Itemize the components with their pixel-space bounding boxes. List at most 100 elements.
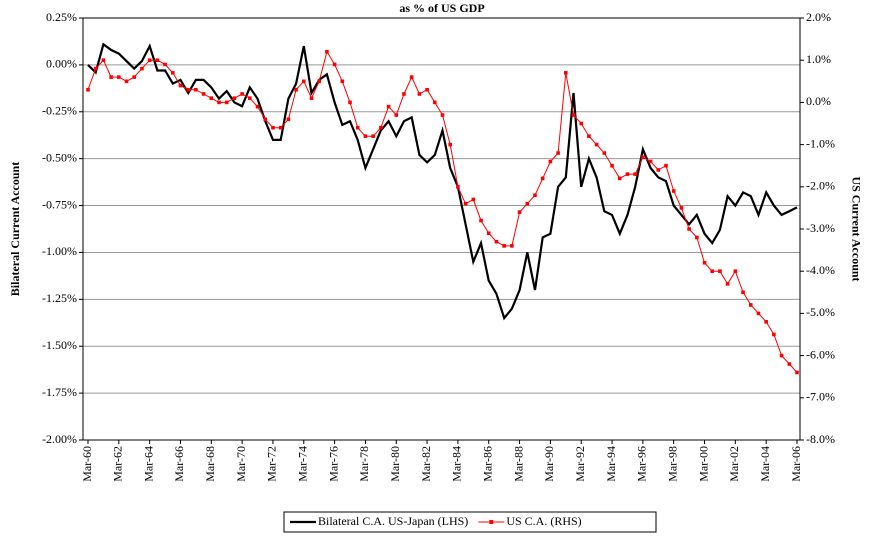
legend: Bilateral C.A. US-Japan (LHS) US C.A. (RH…	[283, 511, 657, 533]
series-marker	[209, 96, 214, 100]
y-tick-label: -0.75%	[42, 197, 77, 211]
series-marker	[278, 125, 283, 130]
series-marker	[610, 163, 614, 168]
x-tick-label: Mar-92	[573, 446, 587, 482]
series-line	[87, 50, 798, 373]
series-marker	[764, 320, 768, 324]
series-marker	[101, 58, 106, 62]
series-marker	[294, 87, 298, 92]
series-marker	[617, 176, 622, 181]
series-marker	[772, 332, 776, 337]
y2-tick-label: -5.0%	[806, 305, 835, 319]
series-marker	[224, 100, 229, 105]
series-marker	[301, 79, 306, 84]
series-marker	[594, 142, 599, 147]
y2-tick-label: 2.0%	[806, 10, 831, 24]
y-tick-label: -0.25%	[42, 104, 77, 118]
y-tick-label: -1.50%	[42, 338, 77, 352]
x-tick-label: Mar-68	[203, 446, 217, 482]
series-marker	[486, 231, 491, 236]
series-marker	[309, 96, 314, 100]
series-marker	[201, 92, 206, 96]
y2-tick-label: 0.0%	[806, 94, 831, 108]
series-marker	[602, 151, 607, 155]
y2-tick-label: -3.0%	[806, 221, 835, 235]
y-tick-label: -1.25%	[42, 291, 77, 305]
series-marker	[625, 172, 630, 176]
series-marker	[355, 125, 360, 130]
x-tick-label: Mar-80	[388, 446, 402, 482]
series-marker	[687, 227, 691, 231]
legend-box	[283, 511, 657, 533]
series-marker	[479, 218, 483, 223]
legend-swatch-marker	[489, 520, 494, 524]
series-marker	[648, 159, 653, 164]
series-marker	[533, 193, 537, 198]
chart-title: as % of US GDP	[399, 1, 484, 15]
y2-tick-label: -4.0%	[806, 263, 835, 277]
series-marker	[271, 125, 275, 130]
series-marker	[633, 172, 637, 176]
series-marker	[170, 71, 175, 75]
y-axis-label: Bilateral Current Account	[8, 162, 22, 296]
x-tick-label: Mar-96	[635, 446, 649, 482]
series-marker	[86, 87, 90, 92]
series-marker	[263, 117, 268, 122]
y-tick-label: 0.00%	[46, 57, 77, 71]
series-marker	[194, 87, 198, 92]
legend-label: US C.A. (RHS)	[506, 514, 581, 528]
series-marker	[540, 176, 545, 181]
series-marker	[117, 75, 121, 79]
y2-tick-label: 1.0%	[806, 52, 831, 66]
series-marker	[671, 189, 676, 193]
series-marker	[641, 155, 645, 160]
series-marker	[140, 66, 144, 71]
series-marker	[579, 121, 584, 126]
series-marker	[710, 269, 715, 273]
series-marker	[733, 269, 738, 273]
series-marker	[440, 113, 445, 117]
series-marker	[695, 235, 699, 240]
y2-axis-label: US Current Account	[849, 176, 863, 281]
x-tick-label: Mar-64	[141, 446, 155, 482]
x-tick-label: Mar-60	[80, 446, 94, 482]
series-marker	[502, 244, 506, 248]
series-marker	[571, 113, 576, 117]
series-marker	[417, 92, 422, 96]
series-marker	[564, 71, 568, 75]
series-marker	[471, 197, 476, 202]
y-tick-label: -2.00%	[42, 432, 77, 446]
series-marker	[463, 201, 468, 206]
series-marker	[93, 66, 98, 71]
series-marker	[748, 303, 753, 307]
x-tick-label: Mar-98	[665, 446, 679, 482]
legend-label: Bilateral C.A. US-Japan (LHS)	[318, 514, 468, 528]
series-marker	[371, 134, 375, 138]
x-tick-label: Mar-02	[727, 446, 741, 482]
series-marker	[702, 260, 707, 265]
y2-tick-label: -7.0%	[806, 390, 835, 404]
series-marker	[432, 100, 437, 105]
series-marker	[147, 58, 152, 62]
series-marker	[664, 163, 668, 168]
x-tick-label: Mar-82	[419, 446, 433, 482]
series-marker	[340, 79, 345, 84]
series-marker	[178, 83, 183, 88]
x-tick-label: Mar-76	[326, 446, 340, 482]
series-marker	[286, 117, 291, 122]
series-marker	[132, 75, 137, 79]
y-tick-label: -1.75%	[42, 385, 77, 399]
series-marker	[556, 151, 560, 155]
x-tick-label: Mar-04	[758, 446, 772, 482]
x-tick-label: Mar-90	[542, 446, 556, 482]
x-tick-label: Mar-62	[111, 446, 125, 482]
series-marker	[548, 159, 553, 164]
series-marker	[787, 362, 792, 366]
x-tick-label: Mar-70	[234, 446, 248, 482]
series-marker	[494, 239, 499, 244]
series-marker	[186, 87, 190, 92]
series-marker	[795, 370, 799, 375]
x-tick-label: Mar-72	[265, 446, 279, 482]
series-line	[87, 42, 798, 321]
